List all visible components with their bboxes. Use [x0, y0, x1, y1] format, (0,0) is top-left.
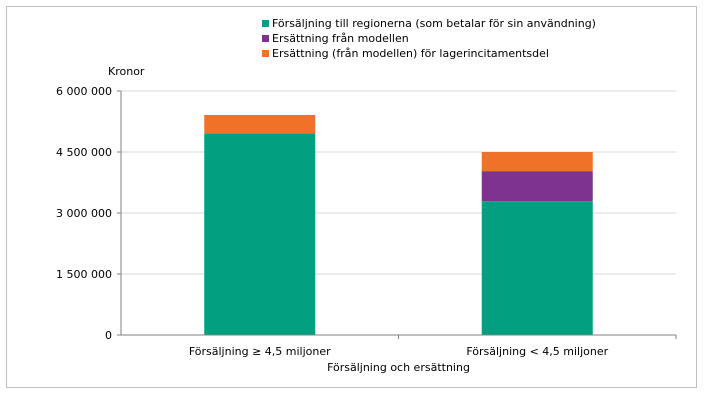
y-tick-label: 4 500 000	[56, 146, 112, 159]
y-tick-label: 3 000 000	[56, 207, 112, 220]
y-tick-label: 0	[105, 329, 112, 342]
legend: Försäljning till regionerna (som betalar…	[262, 16, 596, 61]
bar-segment-1-series-3	[204, 114, 316, 134]
bars	[204, 114, 593, 335]
x-tick-label: Försäljning < 4,5 miljoner	[466, 345, 608, 358]
y-axis-label: Kronor	[108, 65, 145, 78]
bar-segment-2-series-3	[481, 152, 593, 172]
legend-item-sales: Försäljning till regionerna (som betalar…	[262, 16, 596, 31]
bar-segment-1-series-1	[204, 133, 316, 335]
chart-frame	[6, 6, 697, 388]
y-tick-label: 1 500 000	[56, 268, 112, 281]
bar-segment-2-series-2	[481, 171, 593, 202]
legend-swatch	[262, 50, 269, 57]
y-tick-label: 6 000 000	[56, 85, 112, 98]
legend-item-model-compensation: Ersättning från modellen	[262, 31, 596, 46]
x-axis-label: Försäljning och ersättning	[327, 361, 470, 374]
legend-item-stock-incentive: Ersättning (från modellen) för lagerinci…	[262, 46, 596, 61]
legend-label: Ersättning från modellen	[272, 32, 409, 45]
legend-swatch	[262, 35, 269, 42]
legend-label: Ersättning (från modellen) för lagerinci…	[272, 47, 549, 60]
y-axis-ticks: 0 1 500 000 3 000 000 4 500 000 6 000 000	[56, 85, 121, 342]
x-tick-label: Försäljning ≥ 4,5 miljoner	[189, 345, 331, 358]
x-axis-ticks: Försäljning ≥ 4,5 miljoner Försäljning < …	[189, 335, 677, 358]
bar-segment-2-series-1	[481, 201, 593, 335]
legend-swatch	[262, 20, 269, 27]
legend-label: Försäljning till regionerna (som betalar…	[272, 17, 596, 30]
